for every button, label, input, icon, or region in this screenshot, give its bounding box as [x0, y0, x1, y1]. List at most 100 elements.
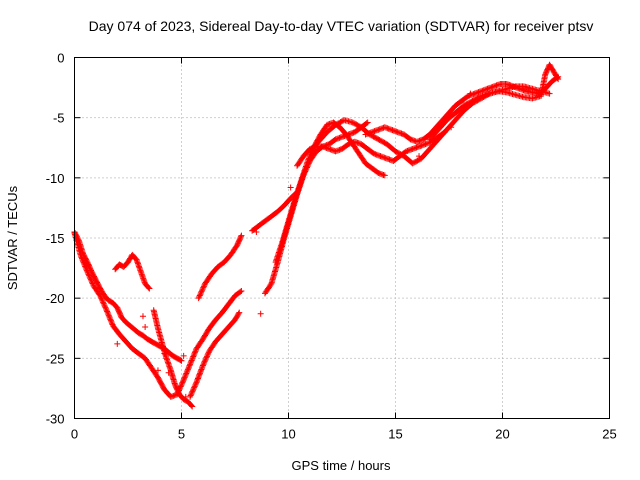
data-point — [100, 299, 107, 306]
data-point — [192, 347, 199, 354]
data-point — [184, 366, 191, 373]
y-tick-label: 0 — [57, 51, 64, 66]
data-point — [304, 157, 311, 164]
data-point — [154, 367, 161, 374]
series-arc-1 — [71, 230, 245, 400]
data-point — [95, 285, 102, 292]
data-point — [363, 120, 370, 127]
data-point — [103, 305, 110, 312]
data-point — [101, 303, 108, 310]
data-point — [188, 402, 195, 409]
data-point — [190, 352, 197, 359]
data-point — [192, 348, 199, 355]
data-point — [145, 284, 152, 291]
data-point — [108, 318, 115, 325]
series-arc-13 — [426, 61, 562, 143]
data-point — [81, 262, 88, 269]
data-point — [305, 155, 312, 162]
data-point — [237, 233, 244, 240]
data-point — [106, 315, 113, 322]
data-point — [181, 374, 188, 381]
data-point — [189, 403, 196, 410]
data-point — [197, 289, 204, 296]
data-point — [416, 153, 423, 160]
data-point — [197, 291, 204, 298]
data-point — [202, 357, 209, 364]
data-point — [179, 379, 186, 386]
data-point — [90, 281, 97, 288]
data-point — [201, 359, 208, 366]
chart-title: Day 074 of 2023, Sidereal Day-to-day VTE… — [89, 18, 594, 34]
x-tick-label: 25 — [602, 427, 616, 442]
data-point — [287, 184, 294, 191]
data-point — [184, 367, 191, 374]
data-point — [191, 349, 198, 356]
data-point — [191, 383, 198, 390]
data-point — [237, 288, 244, 295]
data-point — [188, 358, 195, 365]
data-point — [364, 119, 371, 126]
data-point — [180, 376, 187, 383]
data-point — [188, 357, 195, 364]
data-point — [105, 312, 112, 319]
data-point — [202, 355, 209, 362]
data-point — [87, 275, 94, 282]
data-point — [203, 353, 210, 360]
data-point — [183, 370, 190, 377]
data-point — [191, 350, 198, 357]
x-tick-label: 20 — [495, 427, 509, 442]
data-point — [200, 361, 207, 368]
data-point — [101, 301, 108, 308]
data-point — [554, 74, 561, 81]
data-point — [185, 363, 192, 370]
data-point — [448, 124, 455, 131]
x-tick-label: 0 — [71, 427, 78, 442]
data-point — [80, 259, 87, 266]
data-point — [198, 288, 205, 295]
data-point — [238, 287, 245, 294]
data-point — [178, 357, 185, 364]
series-scatter — [95, 90, 474, 400]
series-arc-6 — [187, 309, 243, 400]
gridlines — [74, 57, 610, 419]
y-tick-label: -5 — [53, 111, 65, 126]
y-tick-label: -30 — [46, 412, 65, 427]
data-point — [188, 391, 195, 398]
data-point — [106, 313, 113, 320]
data-point — [190, 385, 197, 392]
data-point — [107, 317, 114, 324]
data-point — [187, 360, 194, 367]
data-point — [236, 309, 243, 316]
data-point — [182, 373, 189, 380]
data-point — [105, 311, 112, 318]
data-point — [200, 284, 207, 291]
data-point — [100, 300, 107, 307]
data-point — [238, 232, 245, 239]
data-point — [199, 287, 206, 294]
y-tick-label: -25 — [46, 351, 65, 366]
series-arc-3 — [112, 251, 153, 292]
axis-ticks: 0 5 10 15 20 25 0 -5 -10 -15 -20 -25 -30 — [46, 51, 617, 442]
data-point — [103, 307, 110, 314]
data-point — [205, 349, 212, 356]
data-point — [102, 304, 109, 311]
data-point — [200, 283, 207, 290]
data-point — [191, 384, 198, 391]
x-axis-label: GPS time / hours — [292, 458, 391, 473]
data-point — [142, 324, 149, 331]
x-tick-label: 5 — [178, 427, 185, 442]
data-point — [205, 350, 212, 357]
data-point — [75, 236, 82, 243]
data-point — [183, 369, 190, 376]
data-point — [89, 279, 96, 286]
data-point — [257, 310, 264, 317]
data-points — [71, 61, 562, 410]
data-point — [188, 389, 195, 396]
data-point — [189, 387, 196, 394]
data-point — [107, 316, 114, 323]
data-point — [185, 365, 192, 372]
data-point — [253, 228, 260, 235]
x-tick-label: 15 — [388, 427, 402, 442]
data-point — [196, 292, 203, 299]
data-point — [199, 362, 206, 369]
